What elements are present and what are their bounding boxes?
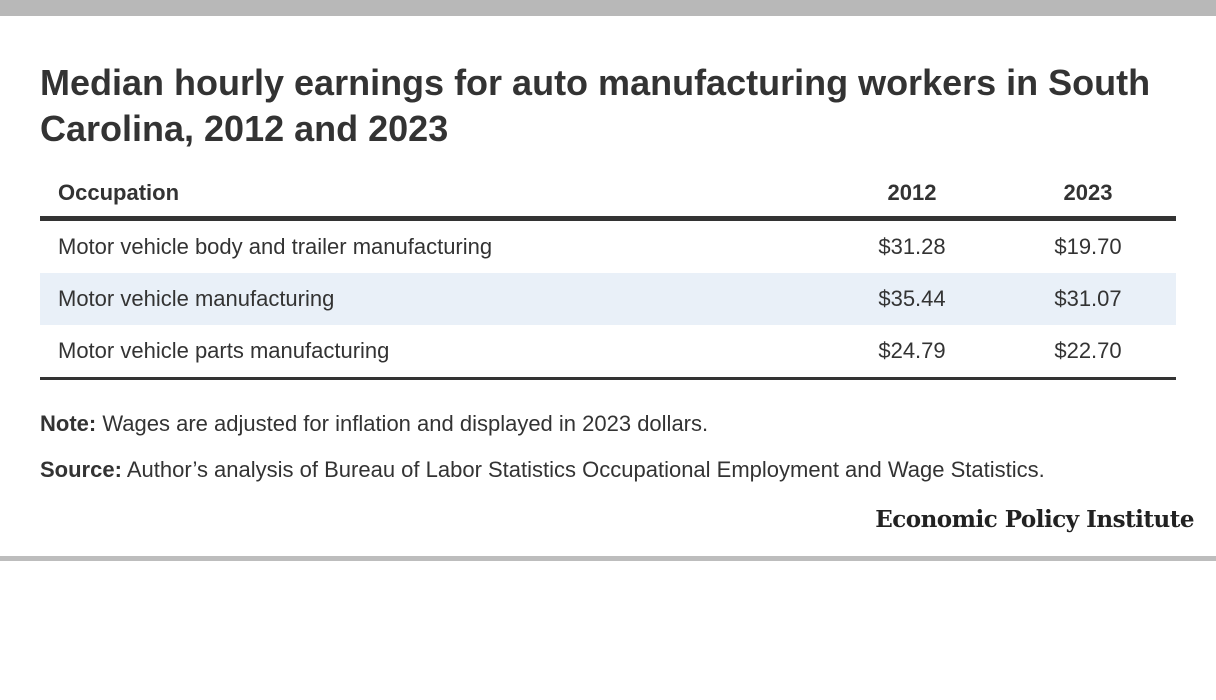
value-2012-cell: $31.28 bbox=[878, 234, 946, 259]
column-header-2023: 2023 bbox=[1000, 170, 1176, 221]
source-body: Author’s analysis of Bureau of Labor Sta… bbox=[121, 457, 1045, 482]
chart-title: Median hourly earnings for auto manufact… bbox=[40, 62, 1151, 149]
note-label: Note: bbox=[40, 411, 97, 436]
value-2023-cell: $31.07 bbox=[1000, 273, 1176, 325]
occupation-cell: Motor vehicle manufacturing bbox=[40, 273, 824, 325]
column-header-occupation: Occupation bbox=[40, 170, 824, 221]
note-body: Wages are adjusted for inflation and dis… bbox=[96, 411, 709, 436]
occupation-cell: Motor vehicle parts manufacturing bbox=[40, 325, 824, 380]
table-header-row: Occupation 2012 2023 bbox=[40, 170, 1176, 221]
value-2023-cell: $19.70 bbox=[1054, 234, 1122, 259]
source-label: Source: bbox=[40, 457, 122, 482]
earnings-table: Occupation 2012 2023 Motor vehicle body … bbox=[40, 170, 1176, 380]
value-2012-cell: $35.44 bbox=[824, 273, 1000, 325]
table-row: Motor vehicle manufacturing $35.44 $31.0… bbox=[40, 273, 1176, 325]
table-row: Motor vehicle body and trailer manufactu… bbox=[40, 219, 1176, 274]
source-text: Source: Author’s analysis of Bureau of L… bbox=[40, 456, 1045, 484]
note-text: Note: Wages are adjusted for inflation a… bbox=[40, 410, 708, 438]
top-border-bar bbox=[0, 0, 1216, 16]
table-row: Motor vehicle parts manufacturing $24.79… bbox=[40, 325, 1176, 380]
bottom-border-bar bbox=[0, 556, 1216, 561]
value-2023-cell: $22.70 bbox=[1000, 325, 1176, 380]
brand-logo-text: Economic Policy Institute bbox=[875, 506, 1194, 533]
column-header-2012: 2012 bbox=[824, 170, 1000, 221]
value-2012-cell: $24.79 bbox=[824, 325, 1000, 380]
occupation-cell: Motor vehicle body and trailer manufactu… bbox=[58, 234, 493, 259]
